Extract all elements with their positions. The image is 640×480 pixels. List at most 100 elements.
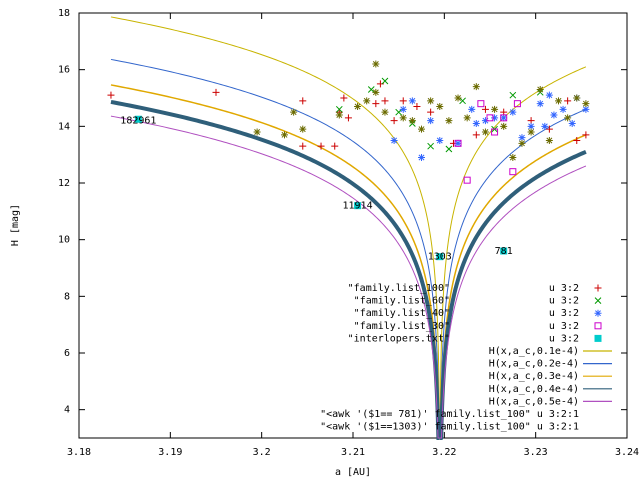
data-point-s3 — [390, 137, 398, 144]
data-point-s1 — [299, 97, 307, 105]
data-point-s6 — [399, 114, 407, 122]
data-point-s3-glyph — [481, 117, 489, 125]
legend-using: u 3:2 — [549, 333, 579, 344]
data-point-s4-glyph — [509, 168, 517, 176]
data-point-s1 — [399, 97, 407, 105]
legend-marker — [594, 322, 602, 330]
data-point-s6-glyph — [582, 100, 590, 108]
data-point-s6-glyph — [253, 128, 261, 136]
data-point-s6 — [427, 97, 435, 105]
data-point-s6-glyph — [500, 122, 508, 130]
legend-marker-glyph — [594, 284, 602, 292]
data-point-s4-glyph — [477, 100, 485, 108]
data-point-s3-glyph — [518, 134, 526, 142]
data-point-s1-glyph — [413, 103, 421, 110]
data-point-s6-glyph — [481, 128, 489, 136]
x-tick-label: 3.21 — [341, 447, 365, 458]
data-point-s4 — [463, 176, 471, 184]
data-point-s6 — [408, 117, 416, 125]
data-point-s1-glyph — [107, 91, 115, 99]
data-point-s6 — [463, 114, 471, 122]
data-point-s5-glyph — [354, 202, 362, 210]
data-point-s1 — [413, 103, 421, 110]
data-point-s5 — [354, 202, 362, 210]
data-point-s6 — [573, 94, 581, 102]
data-point-s2-glyph — [445, 145, 453, 153]
data-point-s1 — [564, 97, 572, 105]
data-point-s3-glyph — [418, 154, 425, 161]
data-point-s2-glyph — [509, 91, 517, 99]
data-point-s1-glyph — [390, 117, 398, 125]
data-point-s3 — [541, 122, 549, 130]
data-point-s3-glyph — [468, 105, 476, 113]
data-point-s1-glyph — [427, 108, 435, 116]
data-point-s6 — [299, 125, 307, 133]
data-point-s6-glyph — [299, 125, 307, 133]
data-point-s1 — [472, 131, 480, 139]
data-point-s3 — [550, 111, 558, 119]
data-point-s3 — [527, 122, 535, 130]
data-point-s1 — [381, 97, 389, 105]
data-point-s3-glyph — [582, 105, 590, 113]
data-point-s6-glyph — [381, 108, 389, 116]
data-point-s6-glyph — [555, 97, 562, 105]
x-axis-label: a [AU] — [335, 467, 371, 478]
data-point-s1 — [481, 105, 489, 113]
data-point-s6 — [354, 103, 362, 110]
data-point-s3-glyph — [390, 137, 398, 144]
y-tick-label: 16 — [58, 65, 70, 76]
data-point-s3-glyph — [427, 117, 435, 125]
data-point-s6 — [290, 108, 298, 116]
data-point-s6 — [564, 114, 572, 122]
data-point-s6 — [281, 131, 288, 139]
data-point-s6-glyph — [399, 114, 407, 122]
legend-marker-glyph — [594, 322, 602, 330]
data-point-s4 — [500, 114, 508, 122]
y-tick-label: 4 — [64, 405, 70, 416]
data-point-s2-glyph — [427, 142, 434, 150]
legend-label: "family.list_60" — [354, 296, 450, 307]
data-point-s6 — [491, 105, 499, 113]
data-point-s1-glyph — [472, 131, 480, 139]
legend-label: H(x,a_c,0.1e-4) — [489, 346, 579, 357]
data-point-s4 — [509, 168, 517, 176]
data-point-s4-glyph — [491, 128, 499, 136]
data-point-s6-glyph — [363, 97, 371, 105]
data-point-s3 — [518, 134, 526, 142]
legend-using: u 3:2 — [549, 321, 579, 332]
data-point-s6-glyph — [545, 137, 553, 144]
data-point-s1-glyph — [381, 97, 389, 105]
data-point-s6 — [372, 60, 380, 68]
data-point-s3 — [454, 139, 462, 147]
data-point-s6-glyph — [491, 105, 499, 113]
legend-marker-glyph — [594, 309, 602, 317]
y-tick-label: 14 — [58, 121, 70, 132]
point-annotation: 11914 — [343, 201, 373, 212]
data-point-s2 — [395, 108, 403, 116]
data-point-s1-glyph — [317, 142, 325, 150]
data-point-s3-glyph — [541, 122, 549, 130]
data-point-s6-glyph — [281, 131, 288, 139]
data-point-s6-glyph — [427, 97, 435, 105]
data-point-s4-glyph — [486, 114, 494, 122]
data-point-s6-glyph — [472, 83, 480, 91]
data-point-s4-glyph — [500, 114, 508, 122]
data-point-s5-glyph — [436, 253, 444, 261]
data-point-s1-glyph — [573, 137, 581, 144]
legend-label: "<awk '($1== 781)' family.list_100" u 3:… — [320, 409, 579, 420]
data-point-s1 — [376, 80, 384, 88]
data-point-s1 — [427, 108, 435, 116]
data-point-s4 — [491, 128, 499, 136]
data-point-s3 — [491, 114, 499, 122]
data-point-s6-glyph — [454, 94, 462, 102]
data-point-s6 — [445, 117, 453, 125]
data-point-s3 — [468, 105, 476, 113]
data-point-s3 — [399, 105, 407, 113]
data-point-s1-glyph — [340, 94, 348, 102]
x-tick-label: 3.24 — [615, 447, 639, 458]
data-point-s3-glyph — [527, 122, 535, 130]
data-point-s3 — [545, 91, 553, 99]
data-point-s3-glyph — [509, 108, 517, 116]
curves-layer — [110, 16, 587, 440]
